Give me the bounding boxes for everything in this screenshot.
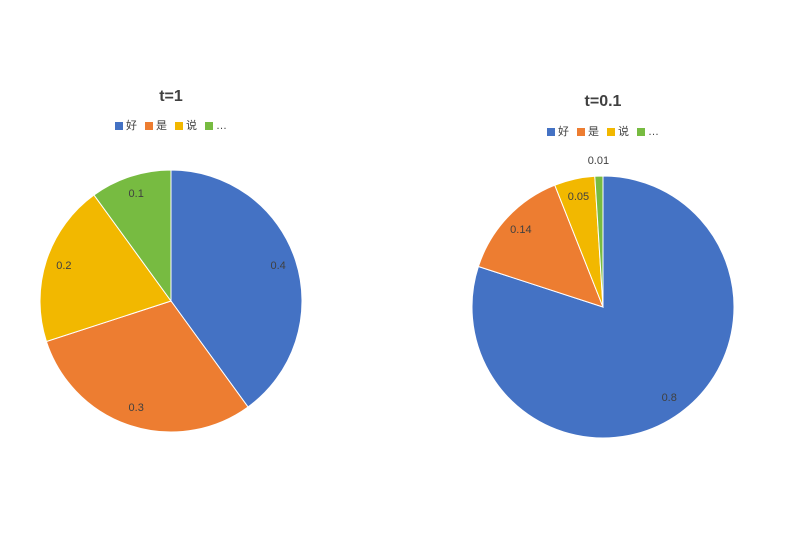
data-label: 0.05 [568,191,589,203]
data-label: 0.14 [510,224,531,236]
pie-slice [93,169,172,303]
pie-slice [477,184,604,308]
legend-label: … [648,126,659,138]
legend-swatch [547,128,555,136]
legend-swatch [145,122,153,130]
data-label: 0.4 [270,260,285,272]
legend-label: 说 [618,124,629,138]
chart-title: t=0.1 [585,93,622,110]
legend-swatch [175,122,183,130]
legend-label: 是 [588,125,599,138]
data-label: 0.3 [129,402,144,414]
data-label: 0.8 [662,392,677,404]
legend-label: 好 [558,124,569,138]
legend: 好 是 说 … [115,118,227,132]
legend-swatch [115,122,123,130]
data-label: 0.1 [129,188,144,200]
pie-slice [39,194,172,343]
pie-slice [45,300,249,433]
legend-swatch [577,128,585,136]
legend-label: 是 [156,119,167,132]
legend-swatch [607,128,615,136]
chart-title: t=1 [159,88,183,105]
data-label: 0.2 [56,260,71,272]
pie-slice [170,169,303,408]
data-label: 0.01 [588,155,609,167]
legend: 好 是 说 … [547,124,659,138]
pie-slice [594,175,604,308]
legend-label: 说 [186,118,197,132]
legend-swatch [637,128,645,136]
legend-label: 好 [126,118,137,132]
legend-label: … [216,120,227,132]
legend-swatch [205,122,213,130]
